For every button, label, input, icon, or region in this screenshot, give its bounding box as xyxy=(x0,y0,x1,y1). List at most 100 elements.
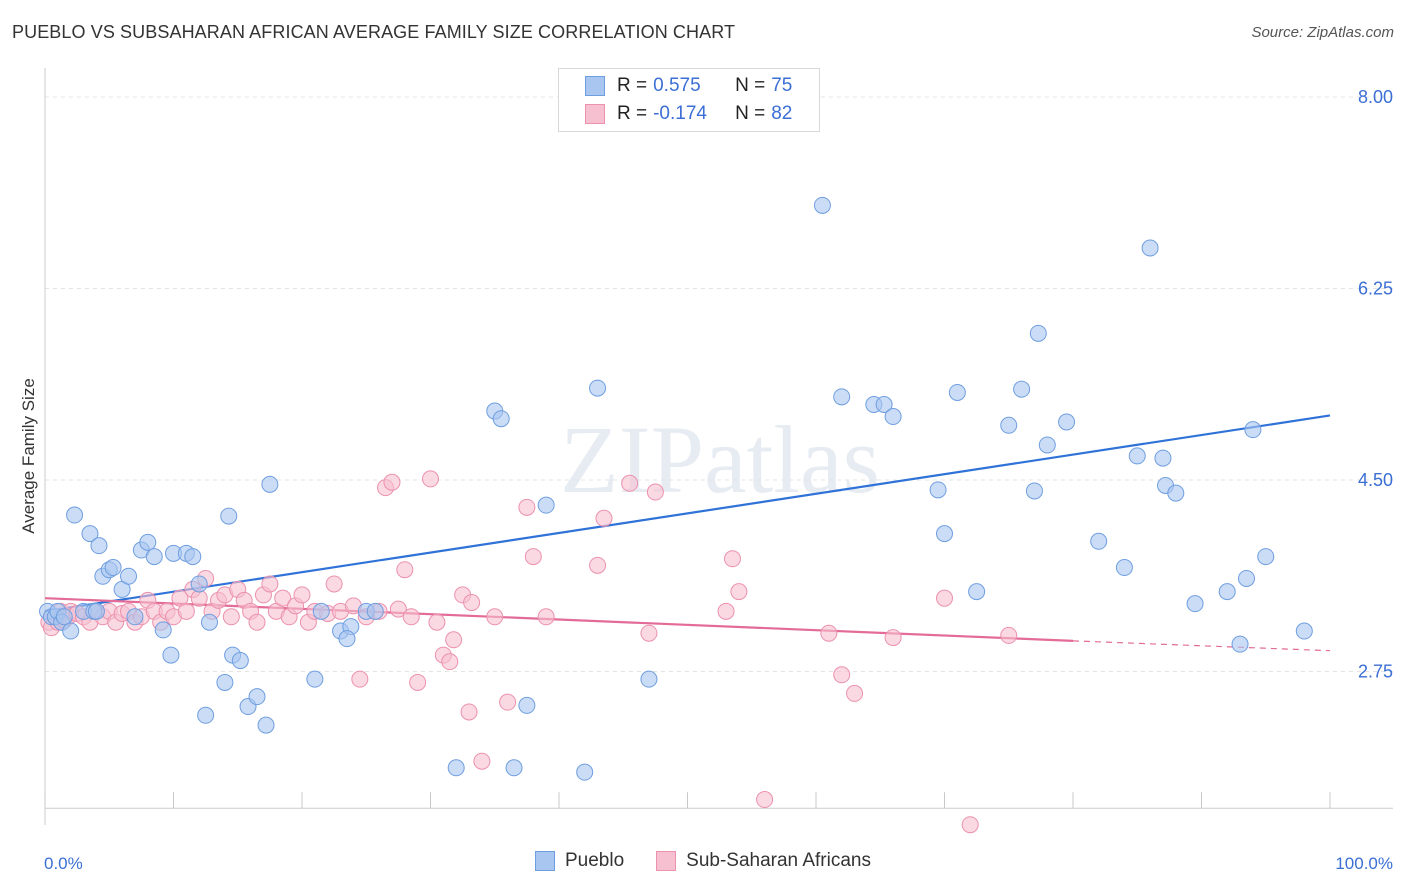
pueblo-point xyxy=(813,196,831,214)
pueblo-point xyxy=(1167,484,1185,502)
pueblo-point xyxy=(833,388,851,406)
pueblo-point xyxy=(1000,416,1018,434)
pueblo-point xyxy=(447,759,465,777)
pueblo-point xyxy=(1244,421,1262,439)
pueblo-point xyxy=(145,548,163,566)
pueblo-point xyxy=(1141,239,1159,257)
pueblo-point xyxy=(306,670,324,688)
pueblo-point xyxy=(154,621,172,639)
african-point xyxy=(190,589,208,607)
african-point xyxy=(274,589,292,607)
y-axis-label: Average Family Size xyxy=(19,378,38,534)
legend-row-african: R = -0.174 N = 82 xyxy=(585,101,792,127)
pueblo-point xyxy=(81,525,99,543)
pueblo-point xyxy=(1058,413,1076,431)
pueblo-point xyxy=(66,506,84,524)
pueblo-point xyxy=(197,706,215,724)
pueblo-point xyxy=(1218,583,1236,601)
pueblo-point xyxy=(1231,635,1249,653)
stats-legend: R = 0.575 N = 75 R = -0.174 N = 82 xyxy=(558,68,820,132)
pueblo-point xyxy=(257,716,275,734)
legend-row-pueblo: R = 0.575 N = 75 xyxy=(585,73,792,99)
african-point xyxy=(518,498,536,516)
african-point xyxy=(473,752,491,770)
legend-label-african: Sub-Saharan Africans xyxy=(686,850,871,871)
series-legend: Pueblo Sub-Saharan Africans xyxy=(0,850,1406,872)
pueblo-point xyxy=(589,379,607,397)
african-point xyxy=(402,608,420,626)
n-value: 82 xyxy=(771,103,793,124)
african-point xyxy=(463,594,481,612)
african-point xyxy=(1000,626,1018,644)
pueblo-point xyxy=(1115,559,1133,577)
y-tick-label: 8.00 xyxy=(1358,87,1393,107)
african-points xyxy=(40,470,1018,834)
african-point xyxy=(422,470,439,488)
r-value: -0.174 xyxy=(653,103,707,124)
pueblo-point xyxy=(929,481,947,499)
pueblo-point xyxy=(87,602,105,620)
y-axis-tick-labels: 2.75 4.50 6.25 8.00 xyxy=(1358,87,1393,682)
pueblo-swatch xyxy=(534,851,555,871)
pueblo-point xyxy=(1154,449,1172,467)
pueblo-point xyxy=(1257,548,1275,566)
pueblo-point xyxy=(55,608,73,626)
african-point xyxy=(640,624,658,642)
pueblo-point xyxy=(968,583,986,601)
n-value: 75 xyxy=(771,75,793,96)
source-label: Source: ZipAtlas.com xyxy=(1251,24,1394,41)
african-point xyxy=(445,631,463,649)
pueblo-point xyxy=(338,630,356,648)
pueblo-point xyxy=(231,652,249,670)
african-point xyxy=(537,608,555,626)
x-axis-ticks xyxy=(44,792,1331,809)
r-label: R = xyxy=(617,103,648,124)
african-point xyxy=(396,561,414,579)
pueblo-point xyxy=(1295,622,1313,640)
pueblo-point xyxy=(1128,447,1146,465)
african-point xyxy=(730,583,748,601)
african-point xyxy=(351,670,369,688)
pueblo-point xyxy=(139,533,157,551)
legend-item-pueblo[interactable]: Pueblo xyxy=(534,850,625,872)
african-point xyxy=(833,666,851,684)
african-point xyxy=(248,613,266,631)
y-tick-label: 4.50 xyxy=(1358,470,1393,490)
pueblo-point xyxy=(518,696,536,714)
african-point xyxy=(820,624,838,642)
african-point xyxy=(293,586,311,604)
pueblo-point xyxy=(505,759,523,777)
african-point xyxy=(499,693,517,711)
legend-item-african[interactable]: Sub-Saharan Africans xyxy=(656,850,871,872)
african-swatch xyxy=(585,104,605,124)
y-tick-label: 2.75 xyxy=(1358,662,1393,682)
pueblo-point xyxy=(492,410,510,428)
pueblo-point xyxy=(640,670,658,688)
pueblo-point xyxy=(190,575,208,593)
pueblo-point xyxy=(200,613,218,631)
chart-title: PUEBLO VS SUBSAHARAN AFRICAN AVERAGE FAM… xyxy=(12,22,736,42)
african-point xyxy=(756,791,774,809)
pueblo-point xyxy=(366,602,384,620)
pueblo-point xyxy=(576,763,594,781)
pueblo-point xyxy=(1090,532,1108,550)
pueblo-point xyxy=(537,496,555,514)
african-swatch xyxy=(656,851,677,871)
pueblo-point xyxy=(1025,482,1043,500)
r-value: 0.575 xyxy=(653,75,701,96)
pueblo-point xyxy=(90,537,108,555)
pueblo-point xyxy=(62,622,80,640)
african-point xyxy=(261,575,279,593)
pueblo-swatch xyxy=(585,76,605,96)
african-point xyxy=(621,474,639,492)
pueblo-point xyxy=(1237,569,1255,587)
african-point xyxy=(524,548,542,566)
r-label: R = xyxy=(617,75,648,96)
pueblo-point xyxy=(884,408,902,426)
african-point xyxy=(589,556,607,574)
african-point xyxy=(717,602,735,620)
y-tick-label: 6.25 xyxy=(1358,279,1393,299)
african-point xyxy=(428,613,446,631)
legend-label-pueblo: Pueblo xyxy=(564,850,625,871)
pueblo-point xyxy=(936,525,953,543)
